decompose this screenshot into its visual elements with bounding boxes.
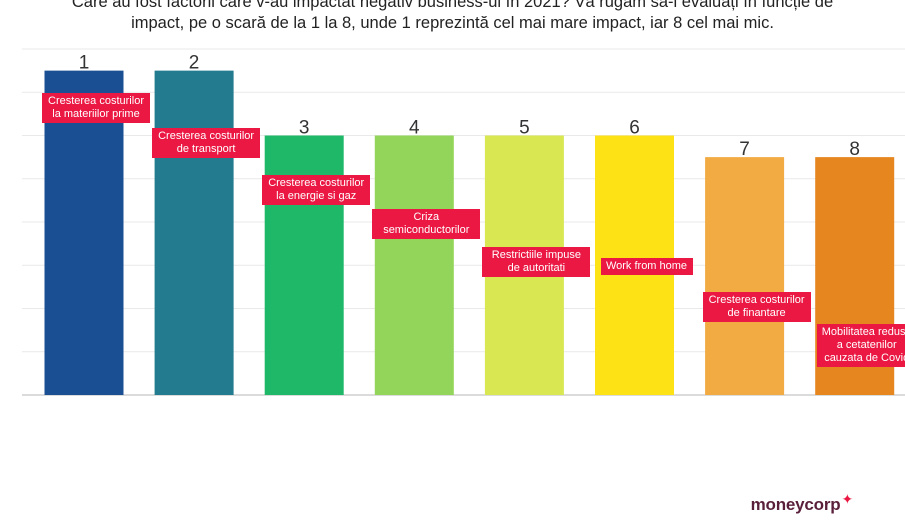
bar-1 [44,70,124,395]
category-label-8-line-2: a cetatenilor [836,339,897,351]
rank-label-2: 2 [189,53,200,74]
category-label-7-line-1: Cresterea costurilor [708,294,805,306]
category-label-7-line-2: de finantare [727,307,786,319]
rank-label-7: 7 [739,139,750,160]
category-label-4: Criza semiconductorilor [372,209,481,239]
rank-label-5: 5 [519,118,530,139]
rank-labels: 1 2 3 4 5 6 7 8 [79,53,860,161]
chart-title: Care au fost factorii care v-au impactat… [0,0,905,34]
category-label-1: Cresterea costurilor la materiilor prime [42,93,150,123]
category-label-3-line-1: Cresterea costurilor [268,177,365,189]
category-label-4-line-2: semiconductorilor [383,224,470,236]
category-label-3: Cresterea costurilor la energie si gaz [262,175,371,205]
brand-name: moneycorp [750,495,841,514]
category-label-1-line-1: Cresterea costurilor [48,95,144,107]
category-label-8-line-3: cauzata de Covid [824,352,905,364]
category-label-7: Cresterea costurilor de finantare [702,292,811,322]
category-label-8: Mobilitatea redusa a cetatenilor cauzata d… [816,324,905,367]
category-label-5-line-1: Restrictiile impuse [491,249,582,261]
category-label-2: Cresterea costurilor de transport [152,128,261,158]
moneycorp-logo: moneycorp✦ [750,491,854,515]
bar-4 [374,135,454,395]
category-label-6: Work from home [600,258,693,275]
category-label-8-line-1: Mobilitatea redusa [821,326,905,338]
category-label-2-line-1: Cresterea costurilor [158,130,255,142]
rank-label-1: 1 [79,53,90,74]
category-label-4-line-1: Criza [413,211,440,223]
category-label-6-line-1: Work from home [605,260,688,272]
bar-7 [705,157,785,395]
rank-label-8: 8 [849,139,860,160]
category-label-2-line-2: de transport [176,143,236,155]
brand-star-icon: ✦ [841,491,853,507]
category-label-3-line-2: la energie si gaz [276,190,357,202]
bar-2 [154,70,234,395]
chart-title-line-1: Care au fost factorii care v-au impactat… [71,0,834,11]
rank-label-4: 4 [409,118,420,139]
chart-title-line-2: impact, pe o scară de la 1 la 8, unde 1 … [131,14,774,32]
category-label-5: Restrictiile impuse de autoritati [482,247,591,277]
rank-label-6: 6 [629,118,640,139]
category-label-5-line-2: de autoritati [507,262,566,274]
rank-label-3: 3 [299,118,310,139]
category-label-1-line-2: la materiilor prime [52,108,140,120]
